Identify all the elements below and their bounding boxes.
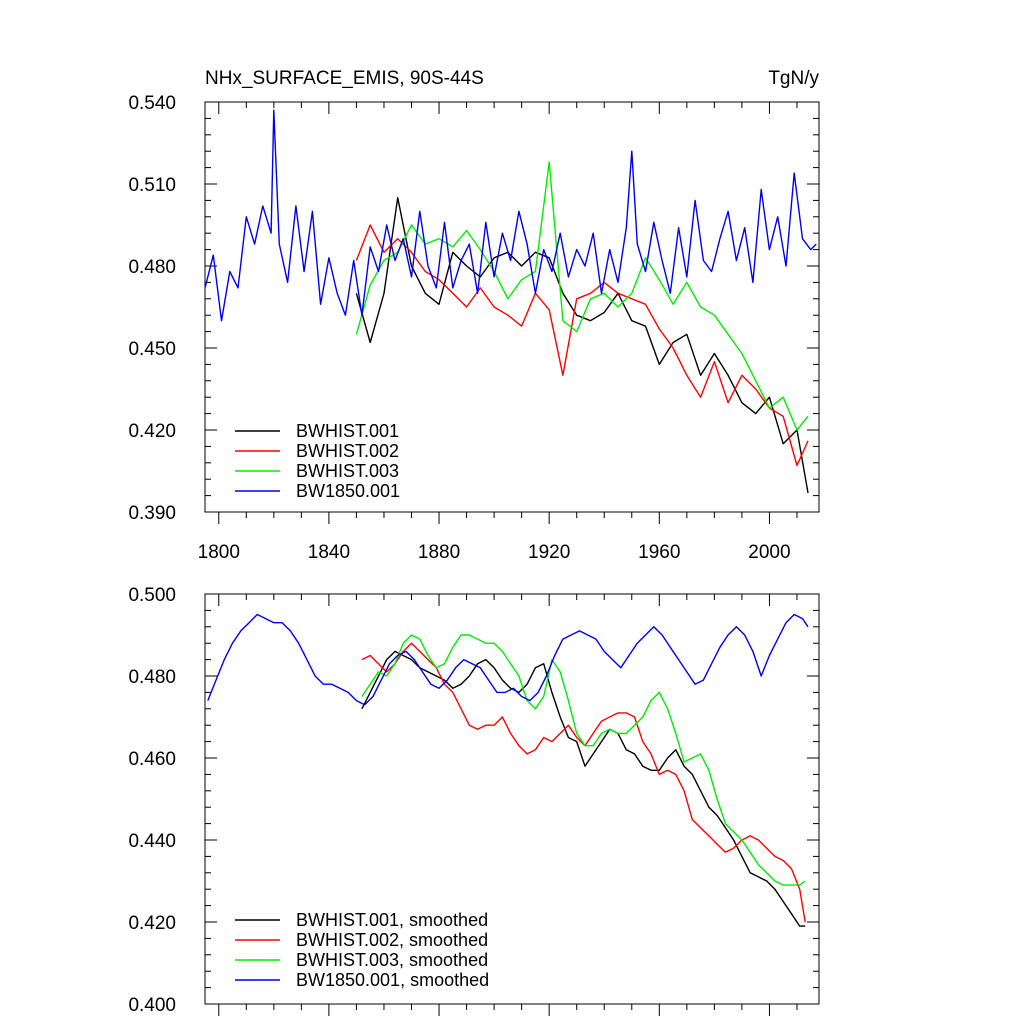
bottom-series-group	[207, 613, 809, 927]
bottom-legend-label-2: BWHIST.002, smoothed	[296, 930, 488, 950]
top-legend-label-2: BWHIST.002	[296, 441, 399, 461]
bottom-legend-label-1: BWHIST.001, smoothed	[296, 910, 488, 930]
top-ytick-label: 0.390	[128, 503, 176, 524]
bottom-ytick-label: 0.500	[128, 585, 176, 606]
bottom-ytick-label: 0.420	[128, 913, 176, 934]
bottom-series-line-4	[207, 613, 809, 706]
top-xtick-label: 2000	[748, 542, 790, 563]
top-xtick-label: 1840	[308, 542, 350, 563]
bottom-series-line-1	[361, 650, 806, 927]
bottom-ytick-label: 0.440	[128, 831, 176, 852]
top-plot-frame	[204, 101, 820, 513]
bottom-series-line-3	[361, 634, 806, 886]
top-ytick-label: 0.540	[128, 93, 176, 114]
top-series-group	[204, 109, 817, 494]
chart-title: NHx_SURFACE_EMIS, 90S-44S	[205, 68, 484, 89]
chart-units: TgN/y	[768, 68, 819, 89]
top-series-line-4	[204, 109, 817, 322]
top-ytick-label: 0.510	[128, 175, 176, 196]
bottom-legend-label-3: BWHIST.003, smoothed	[296, 950, 488, 970]
top-xtick-label: 1960	[638, 542, 680, 563]
top-ytick-label: 0.420	[128, 421, 176, 442]
bottom-ytick-label: 0.460	[128, 749, 176, 770]
top-series-line-3	[355, 161, 809, 431]
bottom-plot-frame	[204, 593, 820, 1005]
bottom-ticks: 0.400 0.420 0.440 0.460 0.480 0.500	[128, 585, 819, 1016]
top-legend-label-4: BW1850.001	[296, 481, 400, 501]
bottom-panel: 0.400 0.420 0.440 0.460 0.480 0.500 BWHIST.00…	[128, 585, 820, 1016]
top-legend-label-3: BWHIST.003	[296, 461, 399, 481]
top-ytick-label: 0.450	[128, 339, 176, 360]
top-legend-label-1: BWHIST.001	[296, 421, 399, 441]
top-xtick-label: 1920	[528, 542, 570, 563]
top-panel: NHx_SURFACE_EMIS, 90S-44S TgN/y 0.390 0.4…	[128, 68, 820, 563]
bottom-ytick-label: 0.480	[128, 667, 176, 688]
bottom-ytick-label: 0.400	[128, 995, 176, 1016]
bottom-series-line-2	[361, 642, 806, 923]
top-xtick-label: 1880	[418, 542, 460, 563]
bottom-legend-label-4: BW1850.001, smoothed	[296, 970, 489, 990]
top-xtick-label: 1800	[198, 542, 240, 563]
top-ticks: 0.390 0.420 0.450 0.480 0.510 0.540 1800 1840 18…	[128, 93, 819, 563]
top-ytick-label: 0.480	[128, 257, 176, 278]
